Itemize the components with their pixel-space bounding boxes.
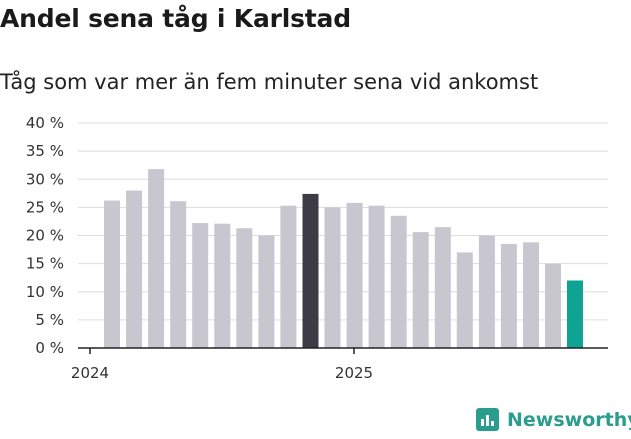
bar [192,223,209,348]
y-tick-label: 10 % [26,283,64,301]
y-tick-label: 35 % [26,142,64,160]
bar [390,215,407,348]
bar [346,202,363,348]
bar [478,235,495,348]
y-tick-label: 20 % [26,227,64,245]
newsworthy-logo: Newsworthy [476,408,631,431]
y-tick-label: 15 % [26,255,64,273]
bar [434,227,451,348]
newsworthy-logo-icon [476,408,499,431]
bar [368,205,385,348]
bar [104,200,120,348]
y-tick-label: 0 % [35,339,64,357]
y-tick-label: 25 % [26,198,64,216]
bar [214,223,231,348]
bar [456,252,473,348]
y-tick-label: 5 % [35,311,64,329]
chart-title: Andel sena tåg i Karlstad [0,4,351,33]
bar [324,207,341,348]
bar [523,242,539,349]
x-tick-label: 2024 [71,364,109,382]
bar [148,169,165,348]
bar [412,232,429,348]
bar [236,228,253,348]
bar [280,205,297,348]
y-tick-label: 40 % [26,114,64,132]
chart-subtitle: Tåg som var mer än fem minuter sena vid … [0,70,539,94]
newsworthy-logo-text: Newsworthy [507,408,631,431]
bar [500,243,517,348]
bar [567,280,583,348]
bar [170,201,187,348]
y-tick-label: 30 % [26,170,64,188]
bar [126,190,143,348]
bar [302,193,319,348]
bar [258,235,275,348]
x-tick-label: 2025 [335,364,373,382]
bar [545,263,561,348]
